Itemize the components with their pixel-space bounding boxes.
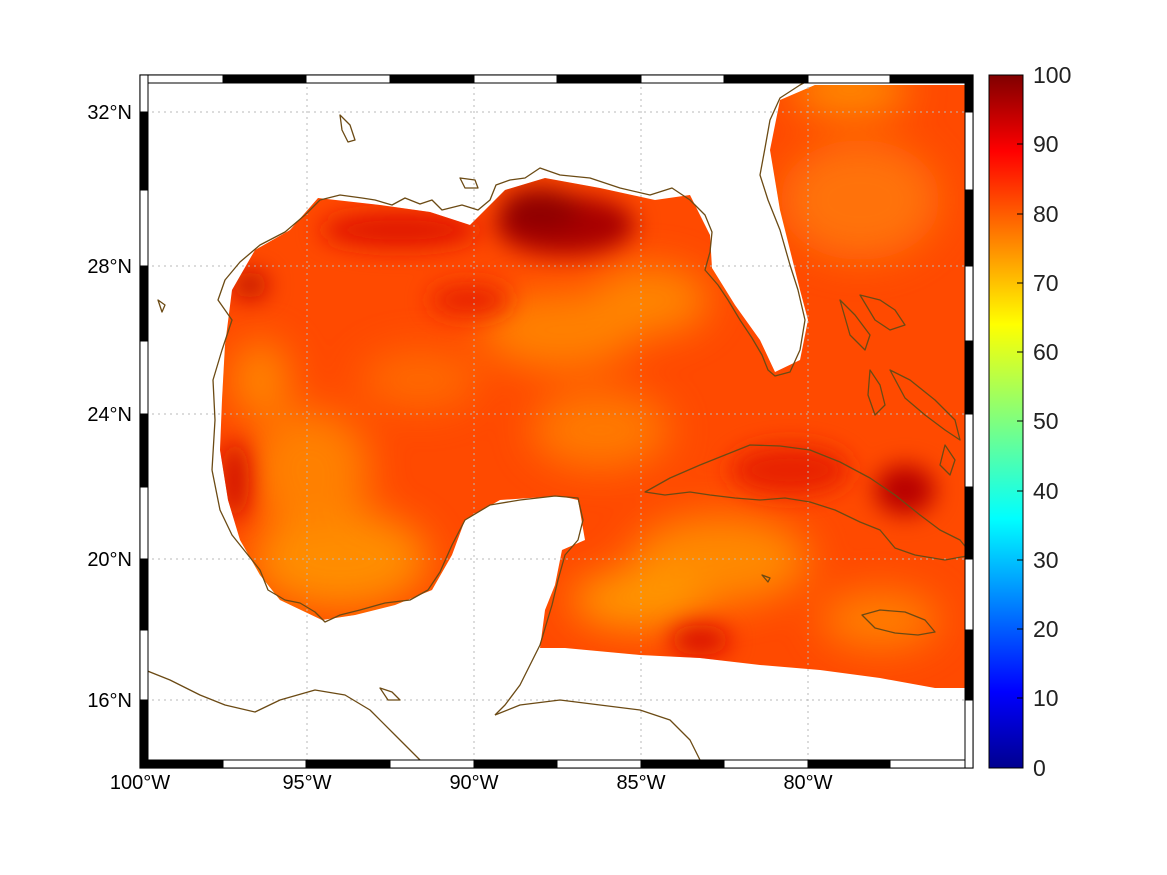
colorbar: 100 90 80 70 60 50 40 30 20 10 0	[988, 62, 1071, 781]
colorbar-label-100: 100	[1033, 62, 1071, 88]
colorbar-label-70: 70	[1033, 270, 1059, 296]
colorbar-label-90: 90	[1033, 131, 1059, 157]
data-field	[220, 85, 965, 688]
colorbar-label-20: 20	[1033, 616, 1059, 642]
border-ticks	[139, 74, 974, 769]
lon-label-80w: 80°W	[783, 772, 832, 794]
lat-label-24n: 24°N	[87, 404, 132, 426]
lat-label-32n: 32°N	[87, 102, 132, 124]
longitude-labels: 100°W 95°W 90°W 85°W 80°W	[110, 772, 833, 794]
coastlines	[140, 75, 973, 768]
colorbar-label-50: 50	[1033, 408, 1059, 434]
lon-label-85w: 85°W	[616, 772, 665, 794]
latitude-labels: 32°N 28°N 24°N 20°N 16°N	[87, 102, 132, 712]
lat-label-16n: 16°N	[87, 690, 132, 712]
colorbar-label-10: 10	[1033, 685, 1059, 711]
lat-label-20n: 20°N	[87, 549, 132, 571]
colorbar-label-30: 30	[1033, 547, 1059, 573]
colorbar-label-0: 0	[1033, 755, 1046, 781]
colorbar-label-80: 80	[1033, 201, 1059, 227]
lon-label-90w: 90°W	[449, 772, 498, 794]
lat-label-28n: 28°N	[87, 256, 132, 278]
lon-label-100w: 100°W	[110, 772, 170, 794]
lon-label-95w: 95°W	[282, 772, 331, 794]
colorbar-label-60: 60	[1033, 339, 1059, 365]
colorbar-label-40: 40	[1033, 478, 1059, 504]
